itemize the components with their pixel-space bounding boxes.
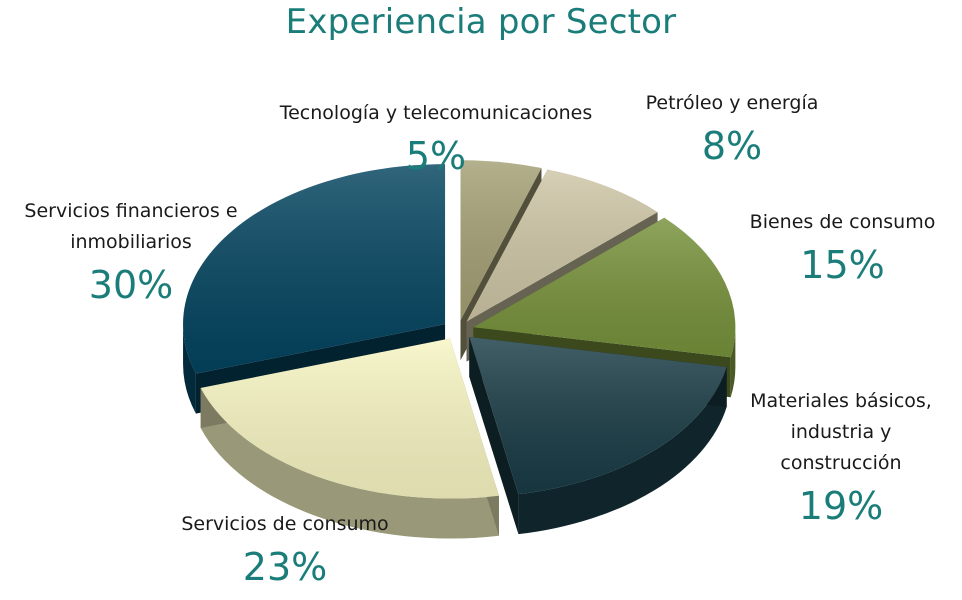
slice-wall-bienes-de-consumo <box>730 327 736 398</box>
slice-name: Tecnología y telecomunicaciones <box>279 102 593 124</box>
slice-gloss-servicios-de-consumo <box>200 338 499 499</box>
slice-name: Petróleo y energía <box>645 92 819 114</box>
slice-label-servicios-financieros: Servicios financieros e inmobiliarios 30… <box>6 196 256 308</box>
slice-percent: 5% <box>405 134 467 178</box>
slice-label-servicios-consumo: Servicios de consumo 23% <box>150 509 420 590</box>
slice-percent: 23% <box>242 545 328 589</box>
slice-gloss-materiales-basicos-industria-y-construccion <box>469 337 727 495</box>
slice-percent: 15% <box>800 243 885 287</box>
slice-wall-materiales-basicos-industria-y-construccion <box>518 366 727 535</box>
slice-label-materiales: Materiales básicos, industria y construc… <box>730 386 952 529</box>
slice-wall-servicios-financieros-e-inmobiliarios <box>183 324 196 414</box>
pie-tops <box>183 160 736 499</box>
slice-gloss-tecnologia-y-telecomunicaciones <box>460 160 542 321</box>
slice-label-petroleo: Petróleo y energía 8% <box>622 88 842 169</box>
slice-gloss-petroleo-y-energia <box>466 169 658 322</box>
slice-gloss-bienes-de-consumo <box>473 217 736 358</box>
slice-name: Servicios de consumo <box>181 513 389 535</box>
chart-title: Experiencia por Sector <box>285 2 677 42</box>
slice-gloss-servicios-financieros-e-inmobiliarios <box>183 164 446 374</box>
slice-name: Servicios financieros e inmobiliarios <box>24 200 238 253</box>
slice-label-bienes: Bienes de consumo 15% <box>730 207 955 288</box>
slice-percent: 19% <box>798 484 884 528</box>
slice-face-materiales-basicos-industria-y-construccion-1 <box>469 337 519 535</box>
slice-percent: 8% <box>701 124 763 168</box>
slice-label-tecnologia: Tecnología y telecomunicaciones 5% <box>255 98 617 179</box>
slice-percent: 30% <box>88 263 174 307</box>
slice-name: Materiales básicos, industria y construc… <box>750 390 932 474</box>
slice-wall-servicios-de-consumo <box>200 387 499 539</box>
slice-name: Bienes de consumo <box>749 211 936 233</box>
